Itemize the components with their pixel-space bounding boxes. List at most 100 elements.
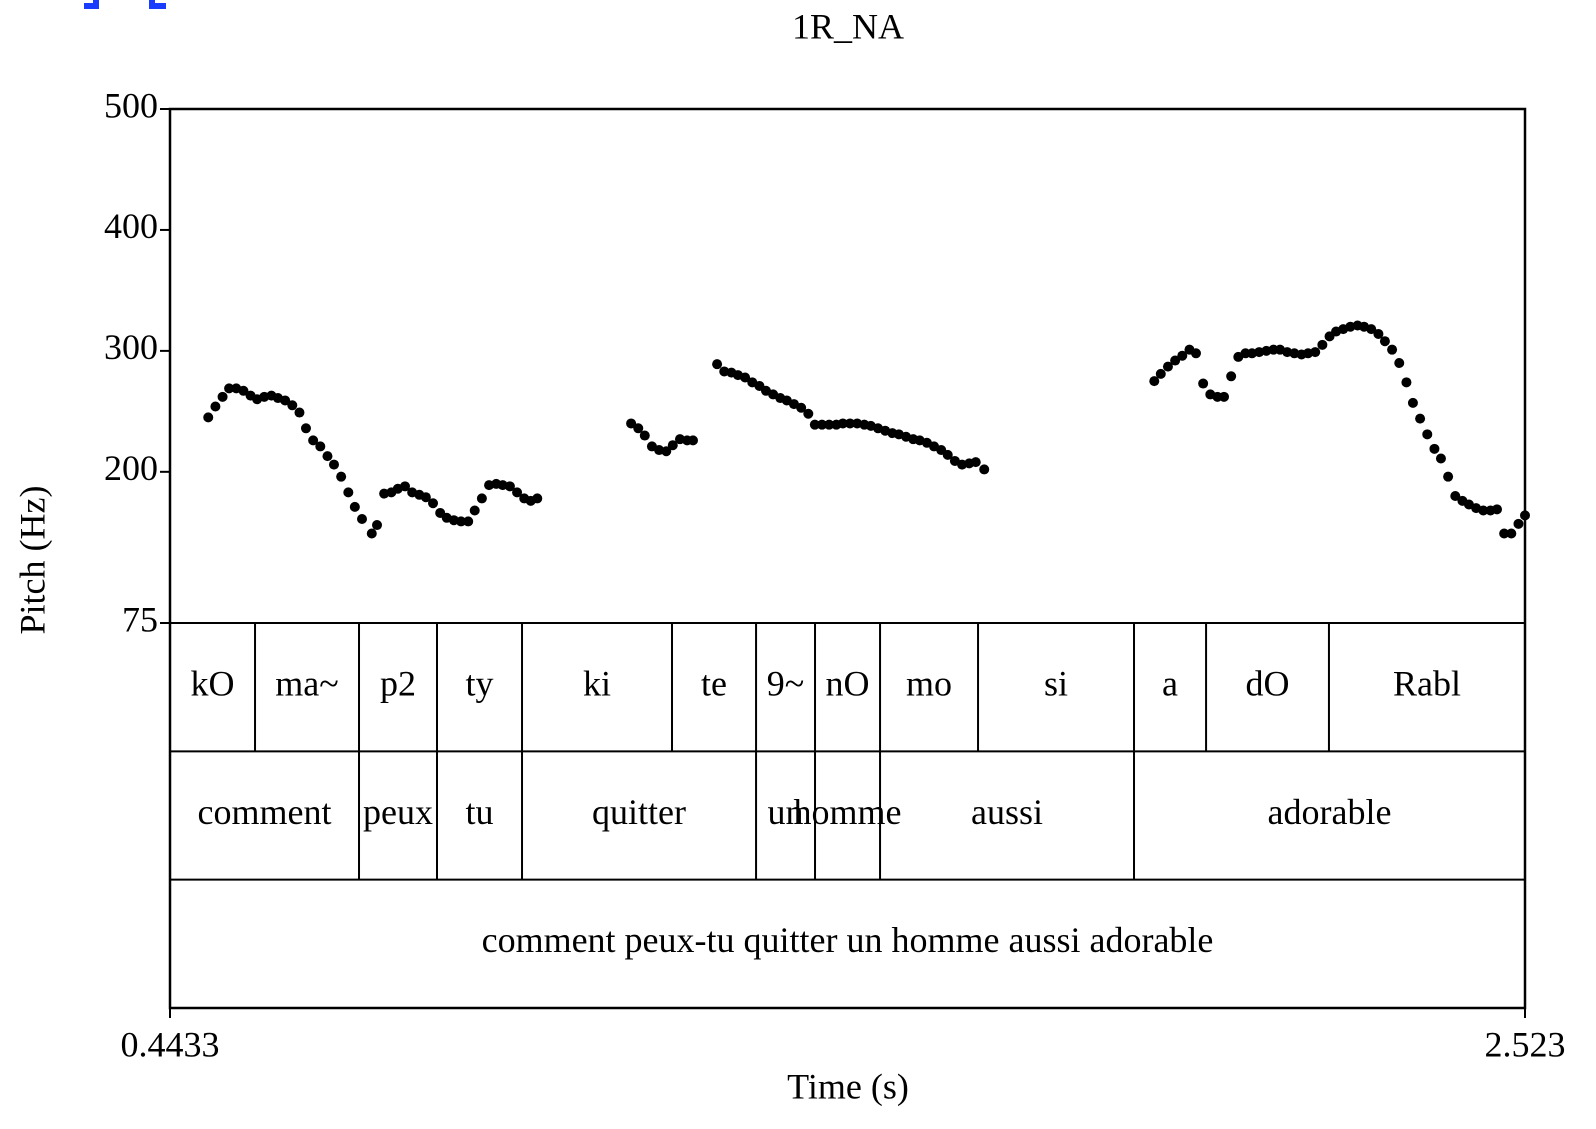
tier-label: 9~ xyxy=(767,663,804,703)
plot-frame xyxy=(168,107,1527,1010)
tier-label: homme xyxy=(794,792,902,832)
tier-label: ma~ xyxy=(275,663,338,703)
pitch-point xyxy=(1491,504,1502,515)
pitch-point xyxy=(504,481,515,492)
tier-label: quitter xyxy=(592,792,686,832)
y-tick-label: 200 xyxy=(104,448,158,488)
pitch-point xyxy=(1499,528,1510,539)
pitch-point xyxy=(1478,505,1489,516)
tier-label: tu xyxy=(466,792,494,832)
y-axis-label: Pitch (Hz) xyxy=(12,486,52,635)
pitch-point xyxy=(1155,368,1166,379)
pitch-point xyxy=(1310,347,1321,358)
tier-label: un xyxy=(768,792,804,832)
pitch-point xyxy=(1177,350,1188,361)
pitch-point xyxy=(1435,453,1446,464)
tier-label: p2 xyxy=(380,663,416,703)
pitch-point xyxy=(463,516,474,527)
x-axis-label: Time (s) xyxy=(787,1066,909,1106)
tier-label: adorable xyxy=(1268,792,1392,832)
pitch-point xyxy=(1422,429,1433,440)
pitch-point xyxy=(979,464,990,475)
pitch-point xyxy=(824,419,835,430)
bracket-icon xyxy=(84,0,166,9)
pitch-point xyxy=(280,395,291,406)
pitch-point xyxy=(1450,491,1461,502)
tier-label: a xyxy=(1162,663,1178,703)
pitch-point xyxy=(349,501,360,512)
tier-label: nO xyxy=(826,663,870,703)
pitch-point xyxy=(1366,324,1377,335)
pitch-point xyxy=(1379,336,1390,347)
pitch-point xyxy=(308,435,319,446)
pitch-point xyxy=(942,449,953,460)
pitch-point xyxy=(217,391,228,402)
pitch-point xyxy=(1394,357,1405,368)
tier-label: comment peux-tu quitter un homme aussi a… xyxy=(482,920,1214,960)
x-tick-label: 0.4433 xyxy=(121,1024,220,1064)
pitch-point xyxy=(796,402,807,413)
pitch-point xyxy=(294,407,305,418)
y-tick-label: 500 xyxy=(104,85,158,125)
pitch-point xyxy=(328,459,339,470)
pitch-point xyxy=(512,487,523,498)
tier-label: dO xyxy=(1246,663,1290,703)
pitch-point xyxy=(970,457,981,468)
pitch-point xyxy=(1190,348,1201,359)
x-tick-label: 2.523 xyxy=(1485,1024,1566,1064)
tier-label: kO xyxy=(191,663,235,703)
pitch-point xyxy=(1373,328,1384,339)
pitch-point xyxy=(1415,413,1426,424)
y-tick-label: 300 xyxy=(104,327,158,367)
y-tick-label: 400 xyxy=(104,206,158,246)
pitch-point xyxy=(1317,339,1328,350)
pitch-point xyxy=(287,400,298,411)
pitch-point xyxy=(476,493,487,504)
pitch-point xyxy=(1513,518,1524,529)
tier-label: aussi xyxy=(971,792,1043,832)
pitch-point xyxy=(667,440,678,451)
pitch-point xyxy=(845,418,856,429)
pitch-point xyxy=(633,423,644,434)
pitch-point xyxy=(203,412,214,423)
pitch-point xyxy=(315,441,326,452)
pitch-point xyxy=(336,471,347,482)
pitch-point xyxy=(366,528,377,539)
pitch-point xyxy=(322,451,333,462)
pitch-point xyxy=(1149,376,1160,387)
pitch-point xyxy=(1401,377,1412,388)
pitch-point xyxy=(469,505,480,516)
pitch-point xyxy=(1198,378,1209,389)
pitch-point xyxy=(816,419,827,430)
pitch-point xyxy=(1218,391,1229,402)
tier-label: te xyxy=(701,663,727,703)
pitch-point xyxy=(532,493,543,504)
pitch-point xyxy=(1407,397,1418,408)
pitch-point xyxy=(238,385,249,396)
pitch-point xyxy=(300,423,311,434)
tier-label: si xyxy=(1044,663,1068,703)
pitch-point xyxy=(803,408,814,419)
pitch-point xyxy=(428,498,439,509)
pitch-point xyxy=(224,383,235,394)
pitch-point xyxy=(456,516,467,527)
tier-label: ki xyxy=(583,663,611,703)
tier-label: peux xyxy=(363,792,433,832)
chart-title: 1R_NA xyxy=(792,6,904,46)
pitch-point xyxy=(343,487,354,498)
pitch-point xyxy=(357,513,368,524)
pitch-point xyxy=(661,446,672,457)
pitch-point xyxy=(639,430,650,441)
pitch-point xyxy=(712,359,723,370)
pitch-point xyxy=(837,418,848,429)
pitch-point xyxy=(626,418,637,429)
pitch-point xyxy=(1443,471,1454,482)
pitch-point xyxy=(740,372,751,383)
pitch-point xyxy=(1429,443,1440,454)
tier-label: comment xyxy=(198,792,332,832)
pitch-point xyxy=(809,419,820,430)
pitch-point xyxy=(1506,528,1517,539)
pitch-point xyxy=(1520,510,1530,521)
pitch-point xyxy=(687,435,698,446)
